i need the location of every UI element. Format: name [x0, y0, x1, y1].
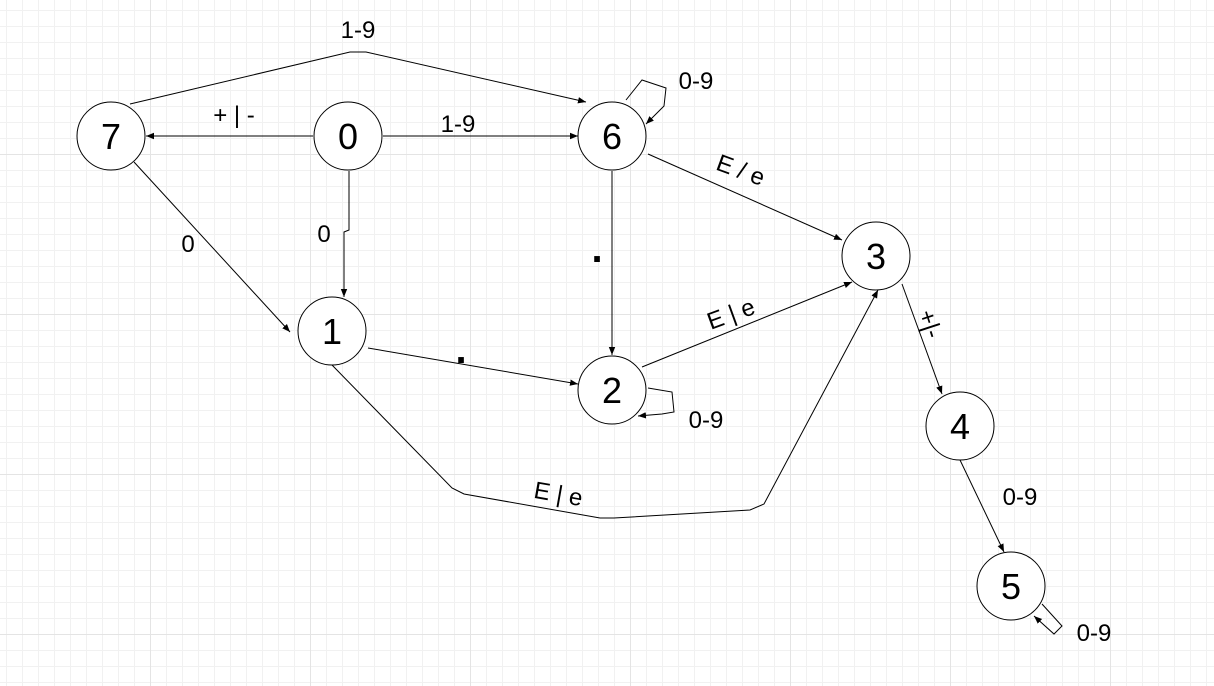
edge-7-6-label: 1-9: [341, 17, 376, 44]
state-4: 4: [925, 391, 995, 461]
edge-2-3: [641, 281, 853, 368]
edge-4-5: [959, 459, 1005, 553]
edge-1-3-label: E | e: [532, 477, 585, 512]
edge-0-6-label: 1-9: [441, 111, 476, 138]
edge-0-1-label: 0: [317, 221, 330, 248]
edge-1-2: [367, 347, 579, 386]
state-7-label: 7: [101, 116, 121, 157]
state-3: 3: [841, 221, 911, 291]
edge-4-5-label: 0-9: [1003, 484, 1038, 511]
state-6-label: 6: [602, 116, 622, 157]
edges: [129, 51, 1063, 635]
state-4-label: 4: [950, 406, 970, 447]
state-0: 0: [313, 101, 383, 171]
edge-7-1-label: 0: [181, 231, 194, 258]
state-5-label: 5: [1001, 566, 1021, 607]
edge-1-3: [331, 289, 879, 519]
edge-5-5-label: 0-9: [1077, 620, 1112, 647]
edge-6-6-label: 0-9: [679, 68, 714, 95]
nodes: 0 1 2 3 4 5 6 7: [76, 101, 1046, 621]
edge-6-2-label: .: [591, 227, 602, 271]
edge-2-2-loop: [637, 387, 675, 419]
state-0-label: 0: [338, 116, 358, 157]
state-1: 1: [297, 296, 367, 366]
edge-7-6: [129, 51, 587, 105]
state-7: 7: [76, 101, 146, 171]
edge-6-3-label: E / e: [713, 149, 769, 191]
edge-7-1: [133, 161, 291, 333]
edge-1-2-label: .: [455, 328, 466, 372]
edge-2-3-label: E | e: [704, 293, 759, 335]
edge-labels: 1-9 + | - 1-9 0-9 E / e 0 0 . . E | e 0-…: [181, 17, 1111, 647]
edge-2-2-label: 0-9: [689, 407, 724, 434]
state-2-label: 2: [602, 370, 622, 411]
state-1-label: 1: [322, 311, 342, 352]
state-3-label: 3: [866, 236, 886, 277]
state-5: 5: [976, 551, 1046, 621]
edge-3-4-label: +|-: [912, 307, 946, 342]
edge-0-7-label: + | -: [213, 102, 255, 129]
edge-6-6-loop: [625, 79, 667, 125]
edge-5-5-loop: [1033, 603, 1063, 635]
edge-3-4: [901, 283, 943, 395]
edge-6-3: [647, 153, 843, 241]
state-6: 6: [577, 101, 647, 171]
edge-0-1: [340, 171, 350, 297]
state-2: 2: [577, 355, 647, 425]
